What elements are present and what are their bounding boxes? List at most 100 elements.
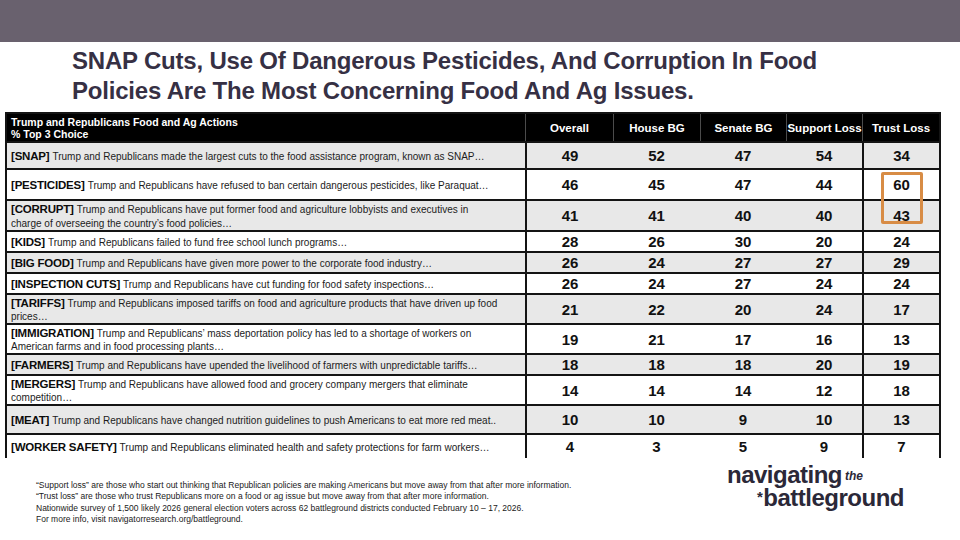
- row-description-text: Trump and Republicans failed to fund fre…: [48, 237, 347, 248]
- row-description: [CORRUPT]Trump and Republicans have put …: [11, 202, 499, 229]
- row-description: [IMMIGRATION]Trump and Republicans’ mass…: [11, 326, 499, 353]
- row-description-cell: [PESTICIDES]Trump and Republicans have r…: [7, 170, 525, 199]
- value-cell-overall: 18: [525, 355, 613, 374]
- value-cell-senate-bg: 9: [700, 406, 786, 433]
- row-description: [KIDS]Trump and Republicans failed to fu…: [11, 235, 347, 249]
- value-cell-support-loss: 44: [786, 170, 862, 199]
- row-description-text: Trump and Republicans eliminated health …: [120, 442, 490, 453]
- value-cell-house-bg: 18: [613, 355, 700, 374]
- value-cell-support-loss: 40: [786, 201, 862, 230]
- footnotes: “Support loss” are those who start out t…: [36, 480, 656, 525]
- row-tag: [PESTICIDES]: [11, 179, 85, 191]
- table-header-row: Trump and Republicans Food and Ag Action…: [7, 114, 939, 141]
- value-cell-trust-loss: 34: [862, 143, 939, 168]
- value-cell-senate-bg: 17: [700, 325, 786, 353]
- row-tag: [BIG FOOD]: [11, 257, 74, 269]
- value-cell-overall: 14: [525, 376, 613, 404]
- row-description: [PESTICIDES]Trump and Republicans have r…: [11, 178, 489, 192]
- row-description-cell: [CORRUPT]Trump and Republicans have put …: [7, 201, 525, 230]
- row-tag: [TARIFFS]: [11, 297, 65, 309]
- value-cell-overall: 26: [525, 274, 613, 293]
- value-cell-house-bg: 52: [613, 143, 700, 168]
- value-cell-support-loss: 24: [786, 295, 862, 323]
- row-tag: [MEAT]: [11, 414, 49, 426]
- table-row: [PESTICIDES]Trump and Republicans have r…: [7, 168, 939, 199]
- footnote-more-info: For more info, visit navigatorresearch.o…: [36, 514, 656, 525]
- value-cell-overall: 28: [525, 232, 613, 251]
- table-row: [INSPECTION CUTS]Trump and Republicans h…: [7, 272, 939, 293]
- row-description-text: Trump and Republicans have put former fo…: [11, 204, 468, 229]
- value-cell-house-bg: 26: [613, 232, 700, 251]
- value-cell-trust-loss: 24: [862, 274, 939, 293]
- top-accent-bar: [0, 0, 960, 42]
- value-cell-support-loss: 24: [786, 274, 862, 293]
- value-cell-house-bg: 45: [613, 170, 700, 199]
- page-title: SNAP Cuts, Use Of Dangerous Pesticides, …: [72, 46, 932, 106]
- value-cell-senate-bg: 30: [700, 232, 786, 251]
- value-cell-support-loss: 10: [786, 406, 862, 433]
- value-cell-house-bg: 22: [613, 295, 700, 323]
- row-description: [INSPECTION CUTS]Trump and Republicans h…: [11, 277, 434, 291]
- data-table: Trump and Republicans Food and Ag Action…: [5, 112, 941, 458]
- row-description: [MERGERS]Trump and Republicans have allo…: [11, 377, 499, 404]
- row-description-cell: [MERGERS]Trump and Republicans have allo…: [7, 376, 525, 404]
- value-cell-senate-bg: 5: [700, 435, 786, 458]
- footnote-methodology: Nationwide survey of 1,500 likely 2026 g…: [36, 503, 656, 514]
- value-cell-house-bg: 41: [613, 201, 700, 230]
- value-cell-overall: 46: [525, 170, 613, 199]
- value-cell-trust-loss: 13: [862, 406, 939, 433]
- value-cell-trust-loss: 24: [862, 232, 939, 251]
- row-description-cell: [KIDS]Trump and Republicans failed to fu…: [7, 232, 525, 251]
- value-cell-house-bg: 21: [613, 325, 700, 353]
- value-cell-trust-loss: 13: [862, 325, 939, 353]
- row-description: [SNAP]Trump and Republicans made the lar…: [11, 149, 485, 163]
- value-cell-trust-loss: 7: [862, 435, 939, 458]
- column-header-senate-bg: Senate BG: [700, 114, 786, 141]
- table-body: [SNAP]Trump and Republicans made the lar…: [7, 141, 939, 458]
- row-description-cell: [MEAT]Trump and Republicans have changed…: [7, 406, 525, 433]
- row-description-text: Trump and Republicans have changed nutri…: [52, 415, 496, 426]
- value-cell-house-bg: 3: [613, 435, 700, 458]
- value-cell-senate-bg: 27: [700, 253, 786, 272]
- row-description-cell: [INSPECTION CUTS]Trump and Republicans h…: [7, 274, 525, 293]
- value-cell-trust-loss: 29: [862, 253, 939, 272]
- value-cell-overall: 19: [525, 325, 613, 353]
- page-title-line1: SNAP Cuts, Use Of Dangerous Pesticides, …: [72, 46, 932, 76]
- row-tag: [INSPECTION CUTS]: [11, 278, 120, 290]
- row-description-text: Trump and Republicans have allowed food …: [11, 379, 468, 404]
- value-cell-support-loss: 20: [786, 355, 862, 374]
- row-description-cell: [FARMERS]Trump and Republicans have upen…: [7, 355, 525, 374]
- table-row: [SNAP]Trump and Republicans made the lar…: [7, 141, 939, 168]
- value-cell-senate-bg: 14: [700, 376, 786, 404]
- logo-line2: *battleground: [757, 485, 904, 514]
- row-description-cell: [SNAP]Trump and Republicans made the lar…: [7, 143, 525, 168]
- footnote-trust-loss: “Trust loss” are those who trust Republi…: [36, 491, 656, 502]
- value-cell-house-bg: 10: [613, 406, 700, 433]
- table-row: [BIG FOOD]Trump and Republicans have giv…: [7, 251, 939, 272]
- row-description-text: Trump and Republicans have cut funding f…: [123, 279, 434, 290]
- table-row: [MERGERS]Trump and Republicans have allo…: [7, 374, 939, 404]
- value-cell-support-loss: 20: [786, 232, 862, 251]
- value-cell-senate-bg: 20: [700, 295, 786, 323]
- value-cell-house-bg: 24: [613, 253, 700, 272]
- value-cell-overall: 10: [525, 406, 613, 433]
- column-header-house-bg: House BG: [613, 114, 700, 141]
- row-tag: [IMMIGRATION]: [11, 327, 94, 339]
- value-cell-trust-loss: 18: [862, 376, 939, 404]
- value-cell-senate-bg: 18: [700, 355, 786, 374]
- slide: SNAP Cuts, Use Of Dangerous Pesticides, …: [0, 0, 960, 540]
- row-tag: [MERGERS]: [11, 378, 75, 390]
- value-cell-senate-bg: 27: [700, 274, 786, 293]
- value-cell-house-bg: 24: [613, 274, 700, 293]
- value-cell-trust-loss: 17: [862, 295, 939, 323]
- row-description-text: Trump and Republicans have refused to ba…: [88, 180, 489, 191]
- value-cell-overall: 41: [525, 201, 613, 230]
- value-cell-senate-bg: 40: [700, 201, 786, 230]
- row-description-text: Trump and Republicans have given more po…: [77, 258, 432, 269]
- row-tag: [KIDS]: [11, 236, 45, 248]
- value-cell-house-bg: 14: [613, 376, 700, 404]
- row-description: [TARIFFS]Trump and Republicans imposed t…: [11, 296, 499, 323]
- logo-word-battleground: battleground: [763, 484, 904, 511]
- row-description: [FARMERS]Trump and Republicans have upen…: [11, 358, 477, 372]
- value-cell-overall: 26: [525, 253, 613, 272]
